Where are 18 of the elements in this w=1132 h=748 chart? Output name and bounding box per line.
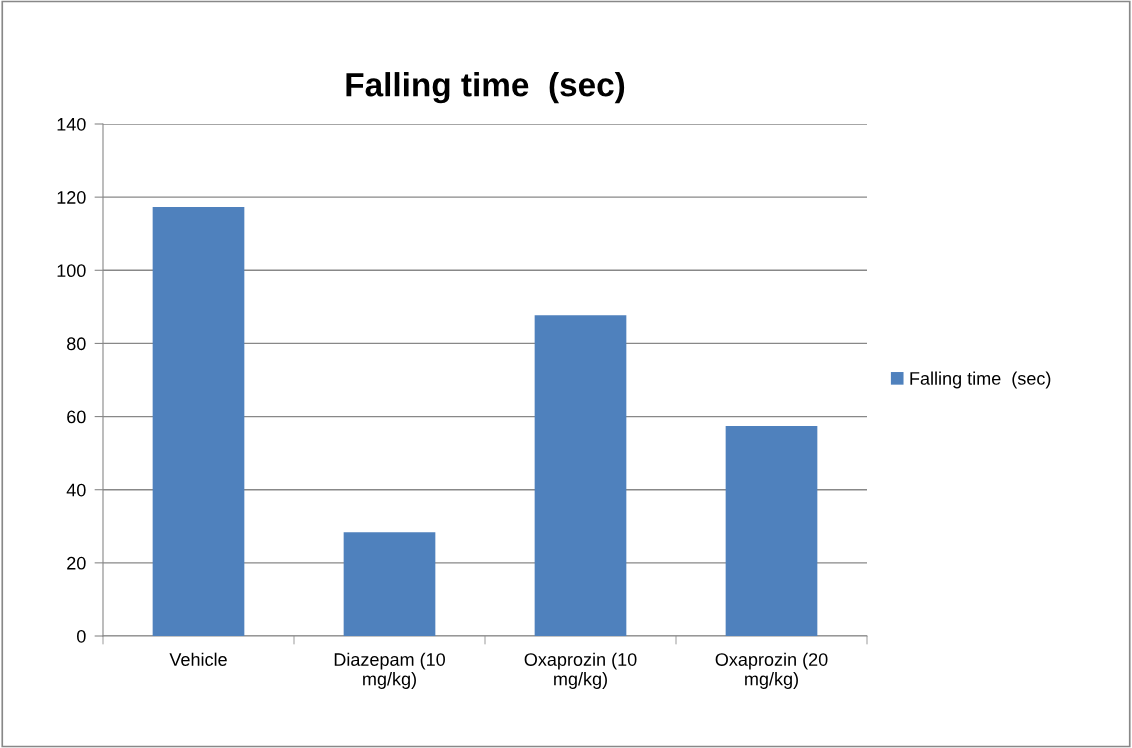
y-tick-label: 40 xyxy=(66,483,86,497)
bar xyxy=(534,315,627,636)
y-tick-label: 0 xyxy=(77,629,86,643)
y-tick-label: 120 xyxy=(57,191,86,204)
y-tick-label: 80 xyxy=(67,337,86,351)
x-tick-label: Diazepam (10 mg/kg) xyxy=(334,652,445,689)
y-tick-label: 140 xyxy=(57,117,86,131)
bar xyxy=(152,207,245,636)
x-tick-label: Oxaprozin (20 mg/kg) xyxy=(715,652,828,689)
bar xyxy=(725,426,818,636)
x-tick-label: Vehicle xyxy=(169,652,227,666)
y-tick-label: 100 xyxy=(57,264,86,278)
y-tick-label: 60 xyxy=(67,410,86,424)
y-tick-label: 20 xyxy=(67,556,86,570)
x-tick-label: Oxaprozin (10 mg/kg) xyxy=(524,652,637,689)
bar xyxy=(343,532,436,636)
chart-title: Falling time (sec) xyxy=(346,72,625,104)
legend-label: Falling time (sec) xyxy=(910,371,1051,389)
